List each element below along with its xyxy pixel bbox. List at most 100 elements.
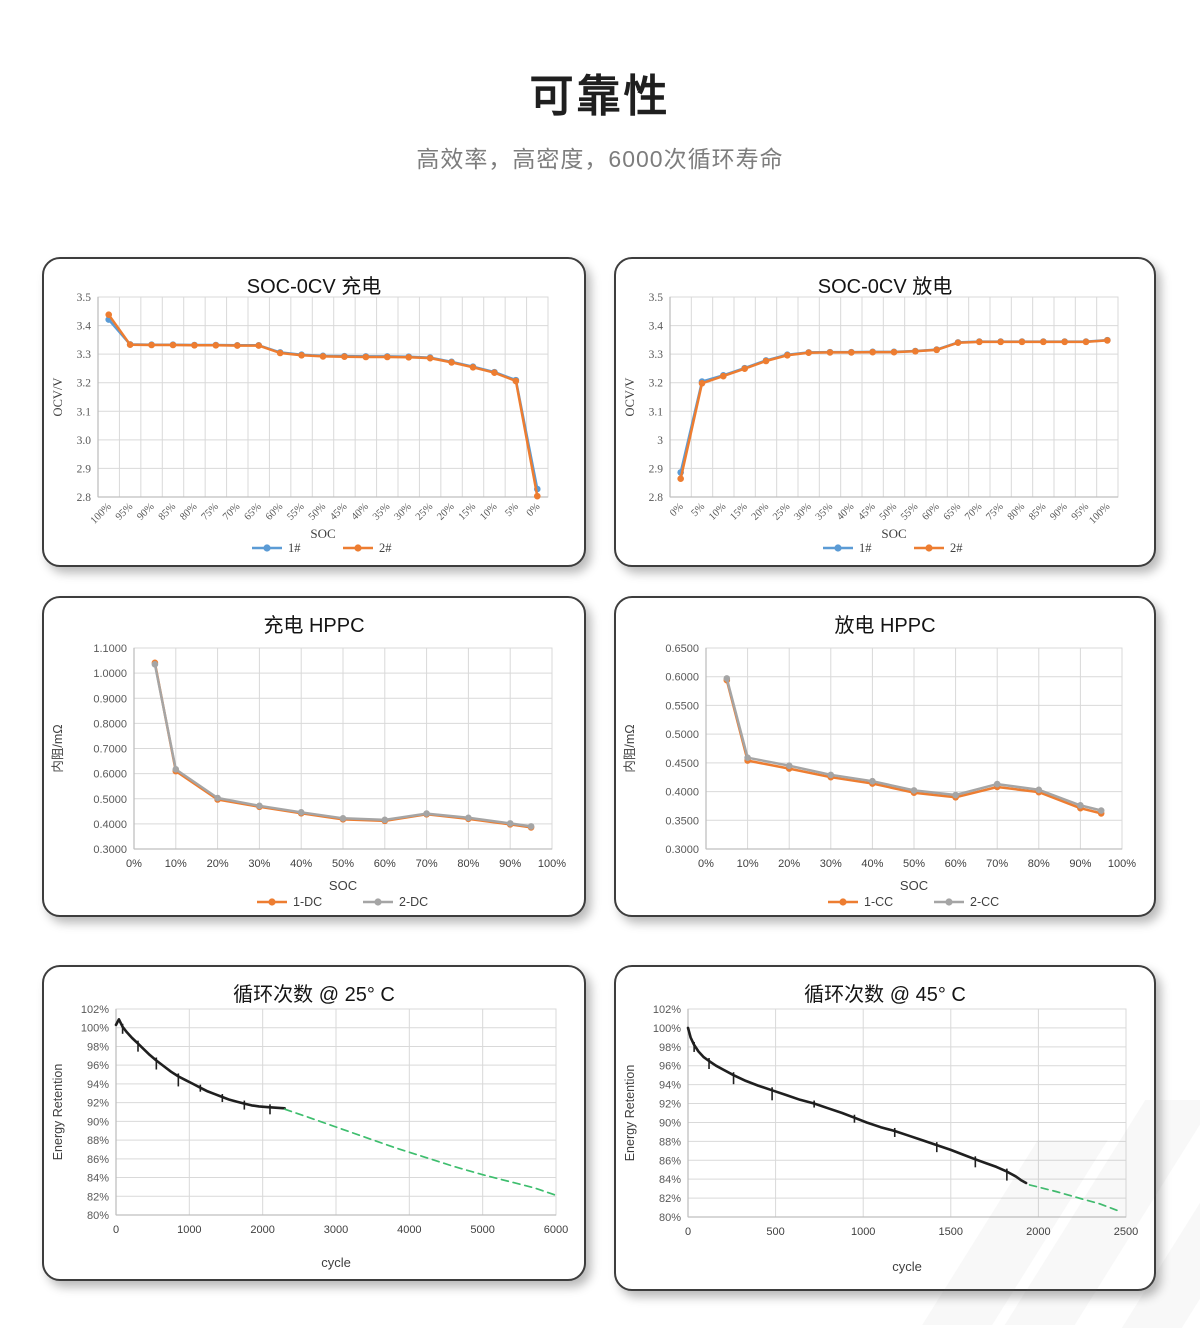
svg-text:3000: 3000 (324, 1224, 348, 1236)
svg-text:75%: 75% (200, 501, 222, 523)
svg-text:96%: 96% (659, 1061, 681, 1073)
svg-text:100%: 100% (1087, 501, 1112, 526)
svg-text:3.1: 3.1 (77, 406, 92, 418)
svg-text:88%: 88% (659, 1136, 681, 1148)
reliability-page: { "page": { "title": "可靠性", "subtitle": … (0, 60, 1200, 1328)
svg-text:80%: 80% (178, 501, 200, 523)
svg-text:0.6000: 0.6000 (665, 672, 699, 684)
svg-text:100%: 100% (1108, 858, 1136, 870)
svg-text:98%: 98% (87, 1041, 109, 1053)
svg-text:1#: 1# (288, 541, 301, 555)
svg-text:40%: 40% (290, 858, 312, 870)
svg-text:5%: 5% (689, 501, 707, 519)
svg-text:5%: 5% (503, 501, 521, 519)
svg-text:80%: 80% (457, 858, 479, 870)
svg-text:50%: 50% (307, 501, 329, 523)
svg-text:0%: 0% (698, 858, 714, 870)
card-soc-ocv-discharge: SOC-0CV 放电 3.5 3.4 3.3 3.2 3.1 3 2.9 2.8 0% 5% 10%… (614, 257, 1156, 567)
svg-text:85%: 85% (157, 501, 179, 523)
svg-text:2.8: 2.8 (77, 492, 92, 504)
svg-text:84%: 84% (659, 1174, 681, 1186)
svg-text:80%: 80% (87, 1210, 109, 1222)
svg-text:2.9: 2.9 (649, 463, 664, 475)
svg-text:0.4000: 0.4000 (665, 787, 699, 799)
svg-text:OCV/V: OCV/V (51, 378, 65, 417)
svg-text:60%: 60% (374, 858, 396, 870)
svg-text:90%: 90% (1069, 858, 1091, 870)
svg-text:0.4000: 0.4000 (93, 819, 127, 831)
svg-text:98%: 98% (659, 1042, 681, 1054)
svg-text:3.4: 3.4 (77, 321, 92, 333)
svg-text:内阻/mΩ: 内阻/mΩ (51, 724, 65, 772)
card-cycle-25c: 循环次数 @ 25° C 102% 100% 98% 96% 94% 92% 90% 88% 8… (42, 965, 586, 1281)
svg-text:100%: 100% (653, 1023, 681, 1035)
card-charge-hppc: 充电 HPPC 1.1000 1.0000 0.9000 0.8000 0.7000 0.… (42, 596, 586, 917)
svg-text:20%: 20% (778, 858, 800, 870)
chart-title-soc-ocv-discharge: SOC-0CV 放电 (817, 276, 953, 298)
series-measured-line (114, 1018, 286, 1110)
svg-text:2000: 2000 (1026, 1226, 1050, 1238)
svg-text:1-DC: 1-DC (293, 895, 322, 909)
series-2#-line (679, 339, 1109, 480)
svg-text:60%: 60% (264, 501, 286, 523)
svg-text:65%: 65% (942, 501, 964, 523)
svg-text:92%: 92% (659, 1099, 681, 1111)
svg-text:2500: 2500 (1114, 1226, 1138, 1238)
svg-text:96%: 96% (87, 1060, 109, 1072)
svg-text:40%: 40% (861, 858, 883, 870)
svg-text:3.2: 3.2 (649, 378, 664, 390)
svg-text:70%: 70% (986, 858, 1008, 870)
svg-text:0%: 0% (668, 501, 686, 519)
card-cycle-45c: 循环次数 @ 45° C 102% 100% 98% 96% 94% 92% 90% 88% 8… (614, 965, 1156, 1291)
svg-text:45%: 45% (856, 501, 878, 523)
svg-text:100%: 100% (81, 1023, 109, 1035)
svg-text:40%: 40% (835, 501, 857, 523)
svg-text:55%: 55% (899, 501, 921, 523)
svg-text:85%: 85% (1027, 501, 1049, 523)
svg-text:3.4: 3.4 (649, 321, 664, 333)
svg-text:内阻/mΩ: 内阻/mΩ (623, 724, 637, 772)
svg-text:3.1: 3.1 (649, 406, 664, 418)
svg-text:0.5500: 0.5500 (665, 700, 699, 712)
svg-text:2-CC: 2-CC (970, 895, 999, 909)
svg-text:30%: 30% (820, 858, 842, 870)
svg-text:1000: 1000 (177, 1224, 201, 1236)
cycle-45c-chart: 102% 100% 98% 96% 94% 92% 90% 88% 86% 84% 82% 80% 0 5… (623, 1004, 1138, 1274)
svg-text:1#: 1# (859, 541, 872, 555)
svg-text:0.5000: 0.5000 (665, 729, 699, 741)
svg-text:0.7000: 0.7000 (93, 744, 127, 756)
svg-text:15%: 15% (457, 501, 479, 523)
svg-text:80%: 80% (1028, 858, 1050, 870)
svg-text:OCV/V: OCV/V (623, 378, 637, 417)
svg-text:0.5000: 0.5000 (93, 794, 127, 806)
svg-text:1.1000: 1.1000 (93, 643, 127, 655)
series-projection-line (283, 1108, 557, 1197)
svg-text:65%: 65% (242, 501, 264, 523)
svg-text:SOC: SOC (881, 526, 906, 541)
discharge-hppc-chart: 0.6500 0.6000 0.5500 0.5000 0.4500 0.4000 0.35… (623, 643, 1136, 909)
svg-text:90%: 90% (1048, 501, 1070, 523)
svg-text:10%: 10% (737, 858, 759, 870)
svg-text:0%: 0% (126, 858, 142, 870)
page-subtitle: 高效率，高密度，6000次循环寿命 (416, 146, 784, 172)
svg-text:0.3000: 0.3000 (665, 844, 699, 856)
svg-text:2.8: 2.8 (649, 492, 664, 504)
svg-text:0%: 0% (525, 501, 543, 519)
svg-text:0.3000: 0.3000 (93, 844, 127, 856)
svg-text:5000: 5000 (470, 1224, 494, 1236)
svg-text:Energy Retention: Energy Retention (623, 1065, 637, 1162)
svg-text:500: 500 (766, 1226, 784, 1238)
chart-title-cycle-25c: 循环次数 @ 25° C (233, 984, 395, 1006)
svg-text:90%: 90% (87, 1116, 109, 1128)
svg-text:80%: 80% (659, 1212, 681, 1224)
svg-text:75%: 75% (984, 501, 1006, 523)
svg-text:90%: 90% (135, 501, 157, 523)
svg-text:SOC: SOC (329, 878, 357, 893)
svg-text:25%: 25% (771, 501, 793, 523)
chart-title-soc-ocv-charge: SOC-0CV 充电 (246, 276, 382, 298)
svg-text:55%: 55% (285, 501, 307, 523)
svg-text:2#: 2# (950, 541, 963, 555)
svg-text:102%: 102% (653, 1004, 681, 1016)
svg-text:1-CC: 1-CC (864, 895, 893, 909)
svg-text:15%: 15% (728, 501, 750, 523)
